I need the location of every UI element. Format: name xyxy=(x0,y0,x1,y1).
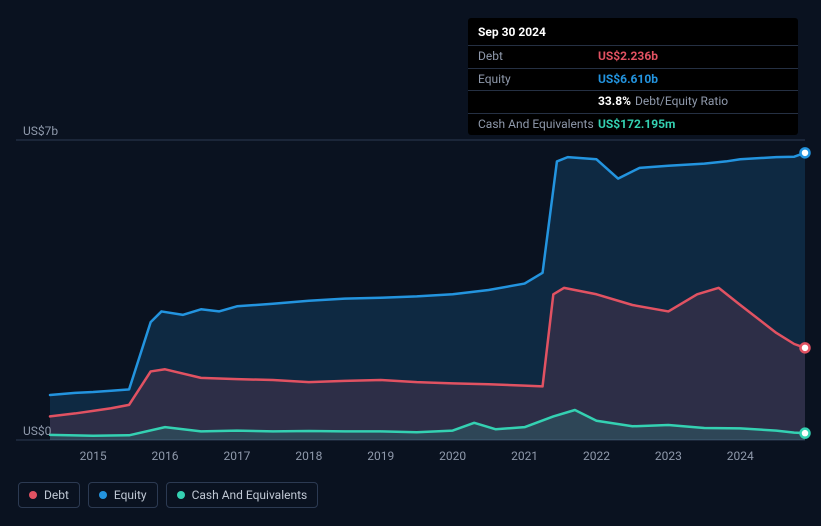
chart-legend: Debt Equity Cash And Equivalents xyxy=(18,482,318,508)
legend-label: Cash And Equivalents xyxy=(192,488,308,502)
y-axis-min-label: US$0 xyxy=(23,424,51,438)
tooltip-row-suffix: Debt/Equity Ratio xyxy=(635,93,728,110)
svg-text:2022: 2022 xyxy=(583,449,610,463)
tooltip-row-label: Cash And Equivalents xyxy=(478,116,598,133)
legend-dot-icon xyxy=(99,491,107,499)
svg-text:2016: 2016 xyxy=(152,449,179,463)
legend-item-cash-and-equivalents[interactable]: Cash And Equivalents xyxy=(166,482,319,508)
tooltip-row-label: Equity xyxy=(478,71,598,88)
tooltip-row: EquityUS$6.610b xyxy=(468,68,798,90)
svg-text:2020: 2020 xyxy=(439,449,466,463)
svg-text:2018: 2018 xyxy=(295,449,322,463)
svg-text:2017: 2017 xyxy=(223,449,250,463)
tooltip-date: Sep 30 2024 xyxy=(468,18,798,45)
legend-item-debt[interactable]: Debt xyxy=(18,482,80,508)
tooltip-row: Cash And EquivalentsUS$172.195m xyxy=(468,113,798,135)
debt-equity-chart: { "chart": { "type": "area", "background… xyxy=(0,0,821,526)
svg-text:2023: 2023 xyxy=(655,449,682,463)
tooltip-row-value: US$172.195m xyxy=(598,116,675,133)
tooltip-row: 33.8%Debt/Equity Ratio xyxy=(468,90,798,112)
tooltip-row-value: US$2.236b xyxy=(598,48,658,65)
legend-label: Debt xyxy=(44,488,69,502)
legend-dot-icon xyxy=(29,491,37,499)
legend-item-equity[interactable]: Equity xyxy=(88,482,158,508)
svg-text:2024: 2024 xyxy=(727,449,754,463)
tooltip-row-value: 33.8% xyxy=(598,93,631,110)
svg-text:2015: 2015 xyxy=(80,449,107,463)
data-tooltip: Sep 30 2024 DebtUS$2.236bEquityUS$6.610b… xyxy=(468,18,798,135)
tooltip-row-label: Debt xyxy=(478,48,598,65)
y-axis-max-label: US$7b xyxy=(23,124,58,138)
svg-text:2021: 2021 xyxy=(511,449,538,463)
tooltip-row-value: US$6.610b xyxy=(598,71,658,88)
svg-text:2019: 2019 xyxy=(367,449,394,463)
tooltip-row: DebtUS$2.236b xyxy=(468,45,798,67)
legend-dot-icon xyxy=(177,491,185,499)
legend-label: Equity xyxy=(114,488,147,502)
